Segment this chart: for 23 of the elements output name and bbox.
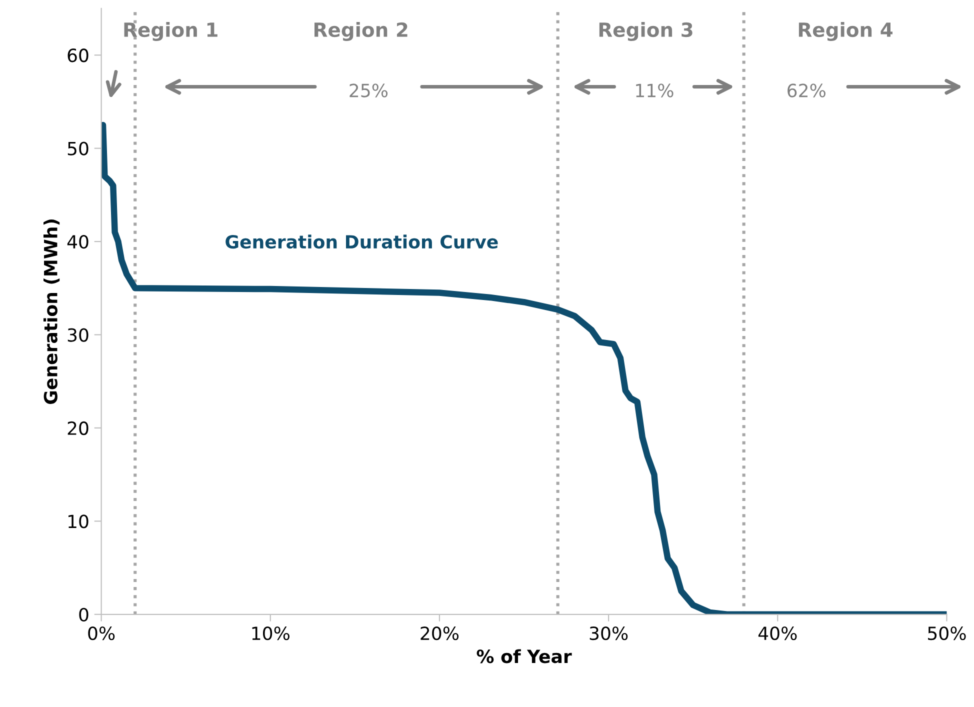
annotation: Region 3: [599, 22, 692, 41]
x-tick-label: 30%: [590, 626, 628, 640]
text: Generation Duration Curve: [226, 234, 498, 249]
annotation: Region 2: [314, 22, 408, 41]
y-tick-label: 20: [68, 421, 88, 436]
annotation: 25%: [350, 84, 388, 98]
y-tick-label: 40: [67, 234, 88, 249]
y-axis-title: Generation (MWh): [43, 220, 60, 404]
y-tick-label: 10: [68, 514, 88, 528]
y-tick-label: 0: [79, 608, 88, 622]
x-tick-label: 40%: [758, 626, 797, 640]
x-tick-label: 50%: [928, 626, 966, 640]
x-axis-title: % of Year: [476, 649, 572, 664]
annotation: Region 1: [124, 22, 218, 41]
y-tick-label: 50: [68, 142, 88, 156]
annotation: 62%: [788, 84, 826, 98]
x-tick-label: 0%: [88, 626, 115, 640]
y-tick-label: 60: [68, 48, 88, 62]
y-tick-label: 30: [68, 328, 88, 342]
x-tick-label: 10%: [252, 626, 290, 640]
annotation: 11%: [636, 84, 674, 98]
x-tick-label: 20%: [420, 626, 459, 640]
annotation: Region 4: [798, 22, 893, 41]
